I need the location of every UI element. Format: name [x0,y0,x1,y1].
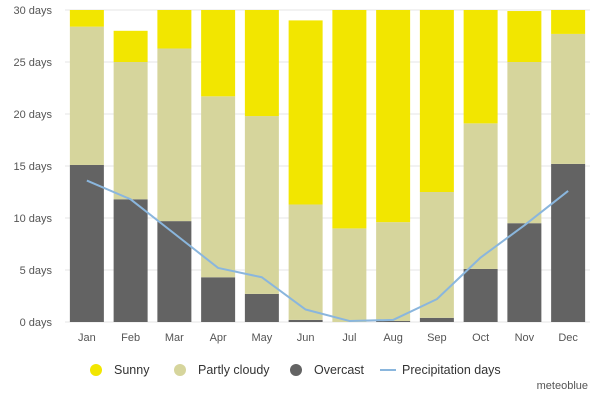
bar-sunny [419,10,454,192]
y-tick-label: 0 days [20,317,53,329]
x-tick-label: Aug [383,332,403,344]
bar-partly-cloudy [69,26,104,165]
bar-partly-cloudy [419,192,454,318]
bar-partly-cloudy [507,62,542,224]
bar-overcast [113,199,148,322]
bar-overcast [244,293,279,322]
x-tick-label: Oct [472,332,489,344]
bar-partly-cloudy [551,33,586,164]
bar-partly-cloudy [463,123,498,269]
legend-item-sunny[interactable]: Sunny [90,360,149,380]
bar-overcast [69,164,104,322]
bar-overcast [463,268,498,322]
bar-overcast [201,277,236,322]
legend-swatch-overcast [290,364,302,376]
legend-swatch-sunny [90,364,102,376]
bar-sunny [201,10,236,97]
legend: Sunny Partly cloudy Overcast Precipitati… [0,360,600,380]
x-tick-label: Apr [210,332,227,344]
bar-sunny [113,30,148,62]
y-tick-label: 20 days [13,109,52,121]
x-tick-label: Jun [297,332,315,344]
legend-swatch-partly-cloudy [174,364,186,376]
bar-sunny [507,11,542,62]
bar-partly-cloudy [113,62,148,200]
y-tick-label: 5 days [20,265,53,277]
x-tick-label: Feb [121,332,140,344]
chart-canvas: 0 days 5 days 10 days 15 days 20 days 25 days… [13,5,590,344]
bar-partly-cloudy [332,228,367,322]
x-tick-label: Sep [427,332,447,344]
y-tick-label: 25 days [13,57,52,69]
bar-partly-cloudy [201,96,236,278]
x-tick-label: Dec [558,332,578,344]
credit-text: meteoblue [536,380,588,392]
y-tick-label: 30 days [13,5,52,17]
bar-sunny [551,10,586,34]
bar-sunny [69,10,104,27]
bar-overcast [551,163,586,322]
legend-label-overcast: Overcast [314,363,365,377]
bar-partly-cloudy [288,204,323,320]
precipitation-line [86,179,569,322]
bar-sunny [463,10,498,124]
y-tick-label: 15 days [13,161,52,173]
legend-swatch-precipitation [380,369,396,371]
bar-overcast [376,320,411,322]
bar-sunny [288,20,323,205]
x-tick-label: Nov [515,332,535,344]
x-tick-label: May [251,332,272,344]
bar-overcast [288,319,323,322]
bar-partly-cloudy [157,48,192,222]
x-tick-label: Jul [342,332,356,344]
x-tick-label: Jan [78,332,96,344]
y-tick-label: 10 days [13,213,52,225]
bar-partly-cloudy [244,116,279,294]
bar-overcast [157,221,192,322]
legend-item-overcast[interactable]: Overcast [290,360,364,380]
bar-sunny [376,10,411,223]
bar-overcast [507,223,542,322]
legend-label-partly-cloudy: Partly cloudy [198,363,270,377]
legend-item-partly-cloudy[interactable]: Partly cloudy [174,360,270,380]
bar-sunny [244,10,279,117]
legend-item-precipitation[interactable]: Precipitation days [380,360,501,380]
bar-sunny [332,10,367,229]
legend-label-precipitation: Precipitation days [402,363,501,377]
x-tick-label: Mar [165,332,184,344]
bar-sunny [157,10,192,49]
bar-partly-cloudy [376,222,411,321]
bar-overcast [419,317,454,322]
legend-label-sunny: Sunny [114,363,150,377]
